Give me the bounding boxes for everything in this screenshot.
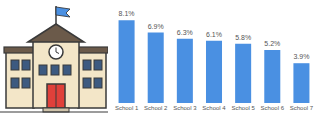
svg-text:School 4: School 4 <box>202 105 226 111</box>
svg-text:School 7: School 7 <box>290 105 314 111</box>
svg-text:School 5: School 5 <box>231 105 255 111</box>
svg-text:6.1%: 6.1% <box>206 31 222 38</box>
svg-text:3.9%: 3.9% <box>293 53 309 60</box>
svg-text:5.8%: 5.8% <box>235 34 251 41</box>
svg-text:6.3%: 6.3% <box>177 29 193 36</box>
svg-text:School 2: School 2 <box>144 105 168 111</box>
svg-text:School 6: School 6 <box>261 105 285 111</box>
svg-text:School 3: School 3 <box>173 105 197 111</box>
svg-text:5.2%: 5.2% <box>264 40 280 47</box>
svg-text:School 1: School 1 <box>115 105 139 111</box>
svg-text:8.1%: 8.1% <box>119 10 135 17</box>
svg-text:6.9%: 6.9% <box>148 23 164 30</box>
